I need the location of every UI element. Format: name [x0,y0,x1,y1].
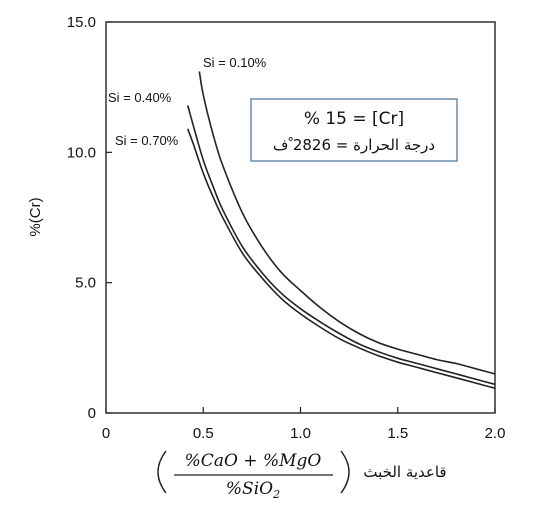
y-axis-label: %(Cr) [27,197,44,236]
formula-numerator: %CaO + %MgO [185,451,322,471]
annotation-box: % 15 = [Cr] درجة الحرارة = 2826 ْف [250,98,458,162]
series-line-2 [186,105,496,386]
x-tick-label: 1.5 [387,425,408,442]
x-tick-label: 2.0 [485,425,506,442]
series-group [186,71,496,389]
x-tick-label: 0 [102,425,110,442]
curve-label-si-040: Si = 0.40% [108,90,172,105]
y-tick-label: 0 [88,405,96,422]
x-tick-label: 1.0 [290,425,311,442]
y-tick-label: 15.0 [67,14,96,31]
series-line-3 [186,128,496,389]
curve-label-si-010: Si = 0.10% [203,55,267,70]
annotation-line-1: % 15 = [Cr] [304,109,404,129]
x-axis-label-text: قاعدية الخبث [363,463,446,481]
right-paren [340,450,350,494]
y-tick-label: 10.0 [67,144,96,161]
curve-label-si-070: Si = 0.70% [115,133,179,148]
plot-frame [105,21,496,414]
y-tick-label: 5.0 [75,275,96,292]
x-axis-label: %CaO + %MgO %SiO2 قاعدية الخبث [157,450,447,501]
annotation-border [250,98,458,162]
formula-denominator: %SiO2 [226,479,280,501]
series-line-1 [198,71,496,375]
x-tick-label: 0.5 [193,425,214,442]
left-paren [157,450,167,494]
axis-ticks: 0 0.5 1.0 1.5 2.0 0 5.0 10.0 15.0 [67,14,506,442]
annotation-line-2: درجة الحرارة = 2826 ْف [273,136,435,154]
